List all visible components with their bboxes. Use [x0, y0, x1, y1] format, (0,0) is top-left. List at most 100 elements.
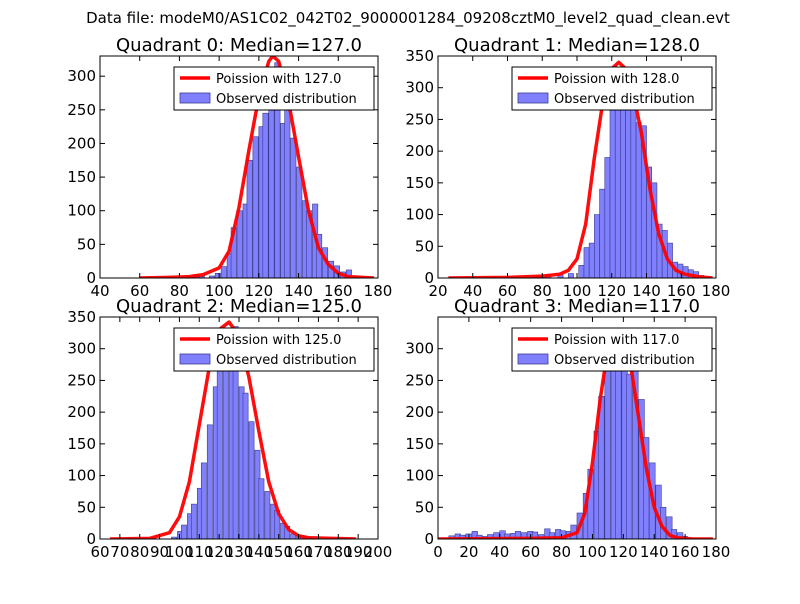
x-tick-label: 180	[702, 543, 731, 561]
histogram-bar	[252, 136, 259, 278]
chart-title: Quadrant 0: Median=127.0	[116, 35, 362, 56]
x-tick-label: 90	[150, 543, 169, 561]
y-tick-label: 300	[67, 67, 96, 85]
figure-title: Data file: modeM0/AS1C02_042T02_90000012…	[86, 9, 730, 28]
x-tick-label: 120	[597, 282, 626, 300]
plot-area	[109, 320, 357, 539]
x-tick-label: 170	[304, 543, 333, 561]
histogram-bar	[604, 157, 611, 278]
x-tick-label: 60	[521, 543, 540, 561]
x-tick-label: 100	[578, 543, 607, 561]
x-tick-label: 80	[552, 543, 571, 561]
chart-title: Quadrant 1: Median=128.0	[454, 35, 700, 56]
y-tick-label: 350	[67, 308, 96, 326]
histogram-bar	[599, 188, 606, 278]
legend: Poission with 117.0 Observed distribution	[511, 327, 713, 372]
y-tick-label: 200	[405, 142, 434, 160]
y-tick-label: 300	[405, 79, 434, 97]
histogram-bar	[531, 531, 539, 539]
y-tick-label: 300	[67, 340, 96, 358]
histogram-bar	[514, 531, 522, 539]
x-tick-label: 200	[364, 543, 393, 561]
legend-line-label: Poission with 125.0	[216, 333, 341, 348]
legend-line-label: Poission with 117.0	[554, 333, 679, 348]
legend: Poission with 127.0 Observed distribution	[173, 66, 375, 111]
x-tick-label: 80	[533, 282, 552, 300]
x-tick-label: 40	[490, 543, 509, 561]
legend-bar-swatch	[179, 92, 211, 104]
poisson-curve	[448, 60, 713, 278]
histogram-bar	[578, 265, 585, 278]
x-tick-label: 140	[245, 543, 274, 561]
histogram-bar	[206, 424, 213, 539]
histogram-bar	[214, 272, 221, 278]
histogram-bar	[296, 166, 303, 278]
y-tick-label: 150	[405, 174, 434, 192]
histogram-bar	[216, 345, 223, 539]
poisson-curve	[139, 56, 375, 278]
x-tick-label: 20	[459, 543, 478, 561]
histogram-bar	[191, 503, 197, 539]
x-tick-label: 190	[344, 543, 373, 561]
x-tick-label: 40	[90, 282, 109, 300]
x-tick-label: 100	[205, 282, 234, 300]
x-tick-label: 120	[245, 282, 274, 300]
x-tick-label: 160	[667, 282, 696, 300]
x-tick-label: 60	[498, 282, 517, 300]
chart-panel-0: 40 60 80 100 120 140 160 180 0 50 100 150 200 250 300 Q…	[67, 35, 392, 300]
y-tick-label: 300	[405, 340, 434, 358]
legend: Poission with 128.0 Observed distribution	[511, 66, 713, 111]
x-tick-label: 180	[324, 543, 353, 561]
legend-bar-swatch	[517, 353, 549, 365]
histogram-bar	[594, 214, 600, 278]
legend-bar-label: Observed distribution	[216, 92, 357, 107]
x-tick-label: 160	[324, 282, 353, 300]
chart-title: Quadrant 2: Median=125.0	[116, 296, 362, 317]
y-tick-label: 150	[67, 435, 96, 453]
x-tick-label: 180	[364, 282, 393, 300]
y-tick-label: 50	[415, 498, 434, 516]
histogram-bar	[264, 491, 271, 539]
y-tick-label: 150	[405, 435, 434, 453]
axes-frame	[99, 55, 379, 279]
x-tick-label: 120	[609, 543, 638, 561]
legend-bar-label: Observed distribution	[554, 353, 695, 368]
y-tick-label: 250	[67, 101, 96, 119]
legend: Poission with 125.0 Observed distribution	[173, 327, 375, 372]
x-tick-label: 80	[170, 282, 189, 300]
x-tick-label: 20	[428, 282, 447, 300]
legend-bar-swatch	[179, 353, 211, 365]
y-tick-label: 0	[424, 269, 434, 287]
legend-bar-swatch	[517, 92, 549, 104]
chart-title: Quadrant 3: Median=117.0	[454, 296, 700, 317]
y-tick-label: 200	[405, 403, 434, 421]
chart-panel-3: 0 20 40 60 80 100 120 140 160 1800501001502002503…	[405, 296, 730, 561]
histogram-bar	[635, 122, 642, 278]
y-tick-label: 50	[415, 237, 434, 255]
histogram-bar	[242, 392, 249, 539]
x-tick-label: 150	[264, 543, 293, 561]
histogram-bar	[614, 96, 621, 278]
y-tick-label: 250	[67, 371, 96, 389]
y-tick-label: 100	[405, 467, 434, 485]
y-tick-label: 350	[405, 47, 434, 65]
x-tick-label: 120	[205, 543, 234, 561]
x-tick-label: 60	[130, 282, 149, 300]
x-tick-label: 160	[671, 543, 700, 561]
histogram-bar	[181, 524, 187, 539]
histogram-bar	[290, 137, 297, 278]
histogram-bar	[200, 462, 207, 539]
histogram-bar	[220, 266, 227, 278]
x-tick-label: 100	[563, 282, 592, 300]
histogram-bar	[232, 326, 239, 539]
x-tick-label: 180	[702, 282, 731, 300]
histogram-bar	[262, 112, 269, 278]
histogram-bar	[630, 106, 637, 278]
y-tick-label: 100	[405, 206, 434, 224]
x-tick-label: 40	[463, 282, 482, 300]
histogram-bar	[609, 106, 616, 278]
histogram-bar	[248, 421, 255, 539]
x-tick-label: 60	[90, 543, 109, 561]
y-tick-label: 100	[67, 467, 96, 485]
